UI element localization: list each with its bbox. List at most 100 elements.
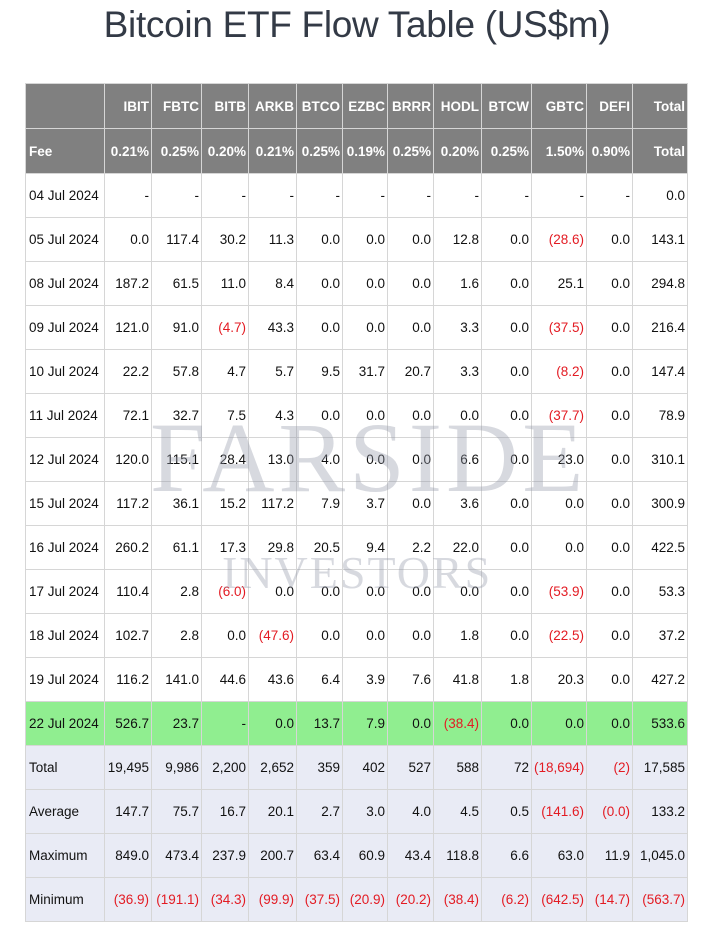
value-cell: 57.8	[151, 349, 202, 394]
value-cell: 0.0	[481, 305, 532, 350]
value-cell: 60.9	[342, 833, 388, 878]
value-cell: 72.1	[104, 393, 152, 438]
value-cell: 0.0	[531, 481, 587, 526]
value-cell: 6.4	[296, 657, 343, 702]
etf-flow-table: IBIT FBTC BITB ARKB BTCO EZBC BRRR HODL BTCW GBTC…	[25, 83, 688, 922]
value-cell: 0.0	[531, 525, 587, 570]
value-cell: (53.9)	[531, 569, 587, 614]
value-cell: 8.4	[248, 261, 297, 306]
value-cell: 0.0	[296, 569, 343, 614]
row-label-cell: 09 Jul 2024	[25, 305, 105, 350]
value-cell: (38.4)	[433, 877, 482, 922]
value-cell: 402	[342, 745, 388, 790]
value-cell: 2.8	[151, 613, 202, 658]
value-cell: 0.0	[433, 569, 482, 614]
row-label-cell: 18 Jul 2024	[25, 613, 105, 658]
value-cell: 6.6	[433, 437, 482, 482]
value-cell: 0.25%	[481, 128, 532, 174]
value-cell: -	[531, 173, 587, 218]
value-cell: (38.4)	[433, 701, 482, 746]
value-cell: 0.0	[387, 481, 434, 526]
value-cell: 78.9	[632, 393, 688, 438]
value-cell: 0.0	[296, 217, 343, 262]
value-cell: 260.2	[104, 525, 152, 570]
value-cell: 0.20%	[201, 128, 249, 174]
value-cell: -	[104, 173, 152, 218]
page-title: Bitcoin ETF Flow Table (US$m)	[103, 4, 611, 45]
value-cell: 0.0	[387, 393, 434, 438]
value-cell: HODL	[433, 83, 482, 129]
value-cell: 121.0	[104, 305, 152, 350]
value-cell: 36.1	[151, 481, 202, 526]
row-label-cell: 08 Jul 2024	[25, 261, 105, 306]
row-label-cell: 15 Jul 2024	[25, 481, 105, 526]
value-cell: GBTC	[531, 83, 587, 129]
value-cell: 4.5	[433, 789, 482, 834]
value-cell: 9,986	[151, 745, 202, 790]
value-cell: 427.2	[632, 657, 688, 702]
value-cell: 0.0	[342, 393, 388, 438]
value-cell: 2.8	[151, 569, 202, 614]
value-cell: 1.6	[433, 261, 482, 306]
value-cell: 2,652	[248, 745, 297, 790]
table-body: IBIT FBTC BITB ARKB BTCO EZBC BRRR HODL BTCW GBTC…	[25, 83, 688, 922]
table-row: 17 Jul 2024 110.4 2.8 (6.0) 0.0 0.0 0.0 0.0 0.0 0…	[25, 569, 688, 614]
value-cell: 0.0	[481, 481, 532, 526]
value-cell: -	[586, 173, 633, 218]
table-row: 08 Jul 2024 187.2 61.5 11.0 8.4 0.0 0.0 0.0 1.6 0…	[25, 261, 688, 306]
value-cell: 37.2	[632, 613, 688, 658]
table-row: 15 Jul 2024 117.2 36.1 15.2 117.2 7.9 3.7 0.0 3.…	[25, 481, 688, 526]
value-cell: 4.0	[296, 437, 343, 482]
summary-row-minimum: Minimum (36.9) (191.1) (34.3) (99.9) (37.5) (2…	[25, 877, 688, 922]
value-cell: 7.9	[342, 701, 388, 746]
table-row: 18 Jul 2024 102.7 2.8 0.0 (47.6) 0.0 0.0 0.0 1.8…	[25, 613, 688, 658]
value-cell: -	[248, 173, 297, 218]
value-cell: -	[342, 173, 388, 218]
value-cell: 20.3	[531, 657, 587, 702]
value-cell: 0.0	[481, 525, 532, 570]
value-cell: 1,045.0	[632, 833, 688, 878]
value-cell: 61.5	[151, 261, 202, 306]
value-cell: (141.6)	[531, 789, 587, 834]
fee-row: Fee 0.21% 0.25% 0.20% 0.21% 0.25% 0.19% 0.25% 0.…	[25, 128, 688, 174]
value-cell: 20.7	[387, 349, 434, 394]
value-cell: 533.6	[632, 701, 688, 746]
value-cell: 16.7	[201, 789, 249, 834]
table-row: 09 Jul 2024 121.0 91.0 (4.7) 43.3 0.0 0.0 0.0 3.…	[25, 305, 688, 350]
value-cell: 1.8	[481, 657, 532, 702]
table-row: 16 Jul 2024 260.2 61.1 17.3 29.8 20.5 9.4 2.2 22…	[25, 525, 688, 570]
table-row: 11 Jul 2024 72.1 32.7 7.5 4.3 0.0 0.0 0.0 0.0 0.0…	[25, 393, 688, 438]
value-cell: 0.0	[481, 437, 532, 482]
value-cell: 0.0	[342, 217, 388, 262]
value-cell: 0.0	[296, 261, 343, 306]
value-cell: 116.2	[104, 657, 152, 702]
value-cell: 0.0	[387, 701, 434, 746]
row-label-cell: 19 Jul 2024	[25, 657, 105, 702]
value-cell: 1.8	[433, 613, 482, 658]
row-label-cell: 22 Jul 2024	[25, 701, 105, 746]
value-cell: 0.21%	[248, 128, 297, 174]
row-label-cell: 11 Jul 2024	[25, 393, 105, 438]
value-cell: 0.0	[586, 393, 633, 438]
value-cell: (563.7)	[632, 877, 688, 922]
value-cell: 147.4	[632, 349, 688, 394]
value-cell: 0.0	[296, 393, 343, 438]
value-cell: 20.5	[296, 525, 343, 570]
value-cell: -	[433, 173, 482, 218]
value-cell: 0.0	[632, 173, 688, 218]
value-cell: 0.0	[342, 305, 388, 350]
value-cell: 13.0	[248, 437, 297, 482]
value-cell: 75.7	[151, 789, 202, 834]
summary-row-total: Total 19,495 9,986 2,200 2,652 359 402 527 588 72…	[25, 745, 688, 790]
value-cell: (47.6)	[248, 613, 297, 658]
value-cell: 0.0	[481, 701, 532, 746]
value-cell: 359	[296, 745, 343, 790]
value-cell: 0.0	[296, 305, 343, 350]
row-label-cell: Total	[25, 745, 105, 790]
row-label-cell: Fee	[25, 128, 105, 174]
value-cell: 473.4	[151, 833, 202, 878]
value-cell: 527	[387, 745, 434, 790]
value-cell: 25.1	[531, 261, 587, 306]
value-cell: (22.5)	[531, 613, 587, 658]
value-cell: 12.8	[433, 217, 482, 262]
